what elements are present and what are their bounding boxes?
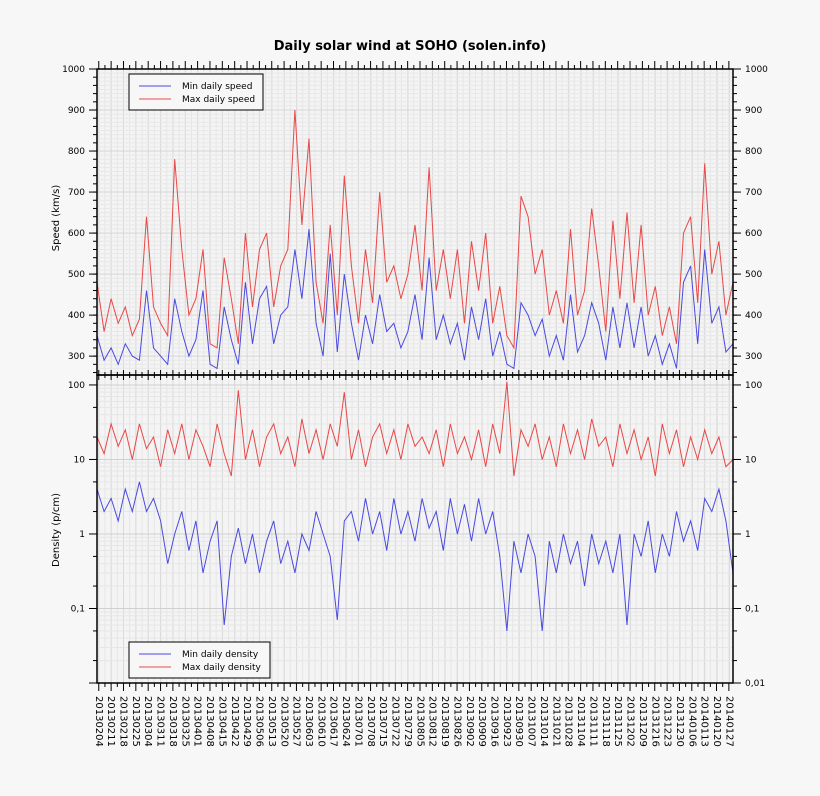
x-tick-label: 20131230 — [674, 696, 685, 747]
x-tick-label: 20130603 — [303, 696, 314, 747]
x-tick-label: 20130513 — [266, 696, 277, 747]
x-tick-label: 20130701 — [352, 696, 363, 747]
x-tick-label: 20130930 — [513, 696, 524, 747]
x-tick-label: 20140120 — [711, 696, 722, 747]
speed-tick-label-left: 700 — [68, 188, 85, 198]
x-tick-label: 20130311 — [155, 696, 166, 747]
x-tick-label: 20130909 — [476, 696, 487, 747]
x-tick-label: 20130527 — [291, 696, 302, 747]
density-tick-label-left: 0,1 — [71, 604, 85, 614]
x-tick-label: 20130506 — [254, 696, 265, 747]
x-tick-label: 20130429 — [241, 696, 252, 747]
density-tick-label-left: 1 — [79, 530, 85, 540]
x-tick-label: 20130729 — [402, 696, 413, 747]
speed-legend-label: Max daily speed — [182, 95, 255, 105]
speed-tick-label-left: 300 — [68, 352, 85, 362]
speed-plot-area — [97, 69, 733, 375]
speed-tick-label-right: 300 — [745, 352, 762, 362]
chart-title: Daily solar wind at SOHO (solen.info) — [274, 39, 547, 54]
density-series-max — [96, 381, 734, 477]
density-tick-label-right: 10 — [745, 455, 757, 465]
x-tick-label: 20130520 — [278, 696, 289, 747]
x-tick-label: 20140127 — [723, 696, 734, 747]
speed-tick-label-right: 900 — [745, 106, 762, 116]
x-tick-label: 20130805 — [414, 696, 425, 747]
x-tick-label: 20130225 — [130, 696, 141, 747]
x-tick-label: 20130304 — [142, 696, 153, 747]
x-tick-label: 20130204 — [93, 696, 104, 747]
x-tick-label: 20140106 — [686, 696, 697, 747]
x-tick-label: 20131104 — [575, 696, 586, 747]
density-legend — [128, 641, 271, 679]
x-tick-label: 20131014 — [538, 696, 549, 747]
x-tick-label: 20131118 — [600, 696, 611, 747]
x-tick-label: 20130415 — [216, 696, 227, 747]
x-tick-label: 20130819 — [439, 696, 450, 747]
x-tick-label: 20130401 — [192, 696, 203, 747]
speed-series-max — [96, 109, 734, 350]
speed-legend — [128, 73, 264, 111]
speed-tick-label-left: 800 — [68, 147, 85, 157]
x-tick-label: 20130325 — [179, 696, 190, 747]
density-plot-frame — [96, 374, 734, 684]
x-tick-label: 20130812 — [427, 696, 438, 747]
speed-legend-label: Min daily speed — [182, 82, 252, 92]
speed-tick-label-left: 900 — [68, 106, 85, 116]
x-tick-label: 20130624 — [340, 696, 351, 747]
density-plot-area — [97, 375, 733, 683]
density-tick-label-left: 10 — [74, 455, 86, 465]
x-tick-label: 20131007 — [526, 696, 537, 747]
density-series-min — [96, 481, 734, 631]
speed-tick-label-right: 600 — [745, 229, 762, 239]
speed-tick-label-right: 1000 — [745, 65, 768, 75]
speed-axis-label: Speed (km/s) — [51, 185, 62, 252]
density-axis-label: Density (p/cm) — [51, 493, 62, 567]
x-tick-label: 20130617 — [328, 696, 339, 747]
x-tick-label: 20130610 — [315, 696, 326, 747]
x-tick-label: 20131111 — [587, 696, 598, 747]
x-tick-label: 20130422 — [229, 696, 240, 747]
x-tick-label: 20131202 — [625, 696, 636, 747]
x-tick-label: 20130722 — [390, 696, 401, 747]
speed-tick-label-right: 800 — [745, 147, 762, 157]
density-tick-label-right: 0,1 — [745, 604, 759, 614]
x-tick-label: 20130408 — [204, 696, 215, 747]
density-legend-label: Min daily density — [182, 650, 259, 660]
density-legend-label: Max daily density — [182, 663, 262, 673]
x-tick-label: 20130211 — [105, 696, 116, 747]
x-tick-label: 20130902 — [464, 696, 475, 747]
speed-tick-label-left: 1000 — [62, 65, 85, 75]
speed-tick-label-left: 500 — [68, 270, 85, 280]
speed-tick-label-left: 600 — [68, 229, 85, 239]
x-tick-label: 20130708 — [365, 696, 376, 747]
density-tick-label-right: 1 — [745, 530, 751, 540]
x-tick-label: 20130916 — [489, 696, 500, 747]
density-tick-label-right: 100 — [745, 381, 762, 391]
speed-tick-label-right: 500 — [745, 270, 762, 280]
speed-tick-label-right: 700 — [745, 188, 762, 198]
x-tick-label: 20130318 — [167, 696, 178, 747]
x-tick-label: 20130218 — [118, 696, 129, 747]
x-tick-label: 20131021 — [550, 696, 561, 747]
x-tick-label: 20130715 — [377, 696, 388, 747]
x-tick-label: 20131223 — [662, 696, 673, 747]
x-tick-label: 20140113 — [699, 696, 710, 747]
x-tick-label: 20131028 — [563, 696, 574, 747]
x-tick-label: 20131209 — [637, 696, 648, 747]
x-tick-label: 20131216 — [649, 696, 660, 747]
x-tick-label: 20130923 — [501, 696, 512, 747]
speed-series-min — [96, 228, 734, 370]
speed-tick-label-right: 400 — [745, 311, 762, 321]
density-tick-label-right: 0,01 — [745, 679, 765, 689]
x-tick-label: 20130826 — [451, 696, 462, 747]
density-tick-label-left: 100 — [68, 381, 85, 391]
speed-tick-label-left: 400 — [68, 311, 85, 321]
x-tick-label: 20131125 — [612, 696, 623, 747]
